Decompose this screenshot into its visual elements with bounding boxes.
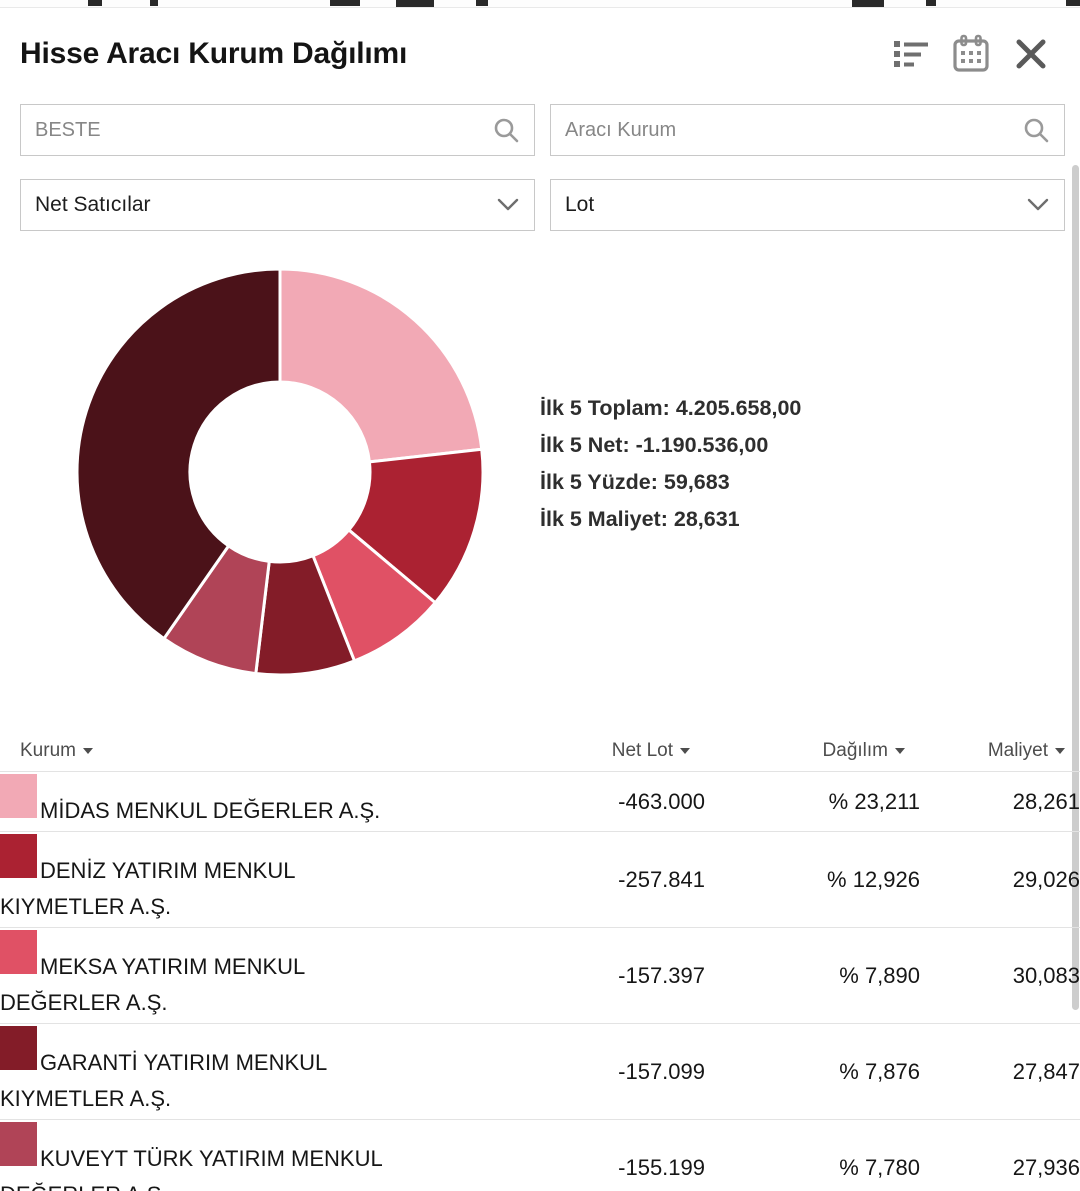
sort-caret-icon xyxy=(895,748,905,754)
table-body: MİDAS MENKUL DEĞERLER A.Ş. -463.000 % 23… xyxy=(0,772,1080,1191)
clipped-fragment xyxy=(926,0,936,6)
panel-header: Hisse Aracı Kurum Dağılımı xyxy=(20,30,1052,78)
top5-stats: İlk 5 Toplam: 4.205.658,00 İlk 5 Net: -1.1… xyxy=(540,390,801,538)
maliyet-value: 28,261 xyxy=(1012,788,1080,814)
net-lot-value: -157.099 xyxy=(618,1058,705,1084)
table-header-row: Kurum Net Lot Dağılım Maliyet xyxy=(0,740,1080,772)
stat-net: İlk 5 Net: -1.190.536,00 xyxy=(540,433,769,457)
stat-yuzde: İlk 5 Yüzde: 59,683 xyxy=(540,470,730,494)
clipped-fragment xyxy=(396,0,434,7)
sort-caret-icon xyxy=(82,748,93,754)
net-lot-value: -155.199 xyxy=(618,1154,705,1180)
maliyet-value: 30,083 xyxy=(1012,962,1080,988)
maliyet-value: 29,026 xyxy=(1012,866,1080,892)
sort-caret-icon xyxy=(680,748,690,754)
legend-swatch xyxy=(0,834,37,878)
dagilim-value: % 23,211 xyxy=(828,788,920,814)
clipped-top-content xyxy=(0,0,1080,8)
table-row[interactable]: DENİZ YATIRIM MENKUL KIYMETLER A.Ş. -257… xyxy=(0,832,1080,928)
stat-toplam: İlk 5 Toplam: 4.205.658,00 xyxy=(540,396,802,420)
kurum-name: DENİZ YATIRIM MENKUL KIYMETLER A.Ş. xyxy=(0,858,295,919)
broker-search-input[interactable] xyxy=(551,105,1022,155)
donut-chart xyxy=(75,267,485,677)
clipped-fragment xyxy=(476,0,488,6)
table-row[interactable]: GARANTİ YATIRIM MENKUL KIYMETLER A.Ş. -1… xyxy=(0,1024,1080,1120)
dagilim-value: % 7,890 xyxy=(839,962,920,988)
clipped-fragment xyxy=(1066,0,1080,6)
stat-maliyet: İlk 5 Maliyet: 28,631 xyxy=(540,507,740,531)
donut-segment[interactable] xyxy=(75,267,282,641)
search-icon[interactable] xyxy=(1022,116,1050,144)
unit-select-value: Lot xyxy=(565,193,595,216)
clipped-fragment xyxy=(852,0,884,7)
dagilim-value: % 7,780 xyxy=(839,1154,920,1180)
close-icon[interactable] xyxy=(1010,33,1052,75)
maliyet-value: 27,847 xyxy=(1012,1058,1080,1084)
vertical-scrollbar-thumb[interactable] xyxy=(1072,165,1079,1010)
maliyet-value: 27,936 xyxy=(1012,1154,1080,1180)
kurum-name: MİDAS MENKUL DEĞERLER A.Ş. xyxy=(40,798,381,823)
net-lot-value: -257.841 xyxy=(618,866,705,892)
table-row[interactable]: MİDAS MENKUL DEĞERLER A.Ş. -463.000 % 23… xyxy=(0,772,1080,832)
table-row[interactable]: MEKSA YATIRIM MENKUL DEĞERLER A.Ş. -157.… xyxy=(0,928,1080,1024)
kurum-cell: KUVEYT TÜRK YATIRIM MENKUL DEĞERLER A.Ş. xyxy=(0,1122,415,1191)
legend-swatch xyxy=(0,930,37,974)
kurum-cell: MEKSA YATIRIM MENKUL DEĞERLER A.Ş. xyxy=(0,930,415,1021)
broker-search-field xyxy=(550,104,1065,156)
net-lot-value: -157.397 xyxy=(618,962,705,988)
legend-swatch xyxy=(0,1026,37,1070)
clipped-fragment xyxy=(150,0,158,6)
calendar-icon[interactable] xyxy=(950,33,992,75)
symbol-search-input[interactable] xyxy=(21,105,492,155)
symbol-search-field xyxy=(20,104,535,156)
net-lot-value: -463.000 xyxy=(618,788,705,814)
page-title: Hisse Aracı Kurum Dağılımı xyxy=(20,37,408,70)
kurum-cell: GARANTİ YATIRIM MENKUL KIYMETLER A.Ş. xyxy=(0,1026,415,1117)
dagilim-value: % 7,876 xyxy=(839,1058,920,1084)
column-header-dagilim[interactable]: Dağılım xyxy=(690,740,905,762)
unit-select[interactable]: Lot xyxy=(550,179,1065,231)
column-header-netlot[interactable]: Net Lot xyxy=(520,740,690,762)
donut-segment[interactable] xyxy=(278,267,484,464)
broker-table: Kurum Net Lot Dağılım Maliyet MİDAS MENK… xyxy=(0,740,1080,1191)
kurum-cell: MİDAS MENKUL DEĞERLER A.Ş. xyxy=(0,774,415,829)
chevron-down-icon xyxy=(1026,197,1050,213)
search-icon[interactable] xyxy=(492,116,520,144)
kurum-name: MEKSA YATIRIM MENKUL DEĞERLER A.Ş. xyxy=(0,954,305,1015)
table-row[interactable]: KUVEYT TÜRK YATIRIM MENKUL DEĞERLER A.Ş.… xyxy=(0,1120,1080,1191)
kurum-cell: DENİZ YATIRIM MENKUL KIYMETLER A.Ş. xyxy=(0,834,415,925)
side-select[interactable]: Net Satıcılar xyxy=(20,179,535,231)
kurum-name: GARANTİ YATIRIM MENKUL KIYMETLER A.Ş. xyxy=(0,1050,327,1111)
list-icon[interactable] xyxy=(890,33,932,75)
legend-swatch xyxy=(0,774,37,818)
sort-caret-icon xyxy=(1055,748,1065,754)
kurum-name: KUVEYT TÜRK YATIRIM MENKUL DEĞERLER A.Ş. xyxy=(0,1146,382,1191)
dagilim-value: % 12,926 xyxy=(827,866,920,892)
side-select-value: Net Satıcılar xyxy=(35,193,151,216)
header-icons xyxy=(890,33,1052,75)
clipped-fragment xyxy=(88,0,102,6)
clipped-fragment xyxy=(330,0,360,6)
column-header-kurum[interactable]: Kurum xyxy=(20,740,520,762)
chevron-down-icon xyxy=(496,197,520,213)
legend-swatch xyxy=(0,1122,37,1166)
column-header-maliyet[interactable]: Maliyet xyxy=(905,740,1065,762)
